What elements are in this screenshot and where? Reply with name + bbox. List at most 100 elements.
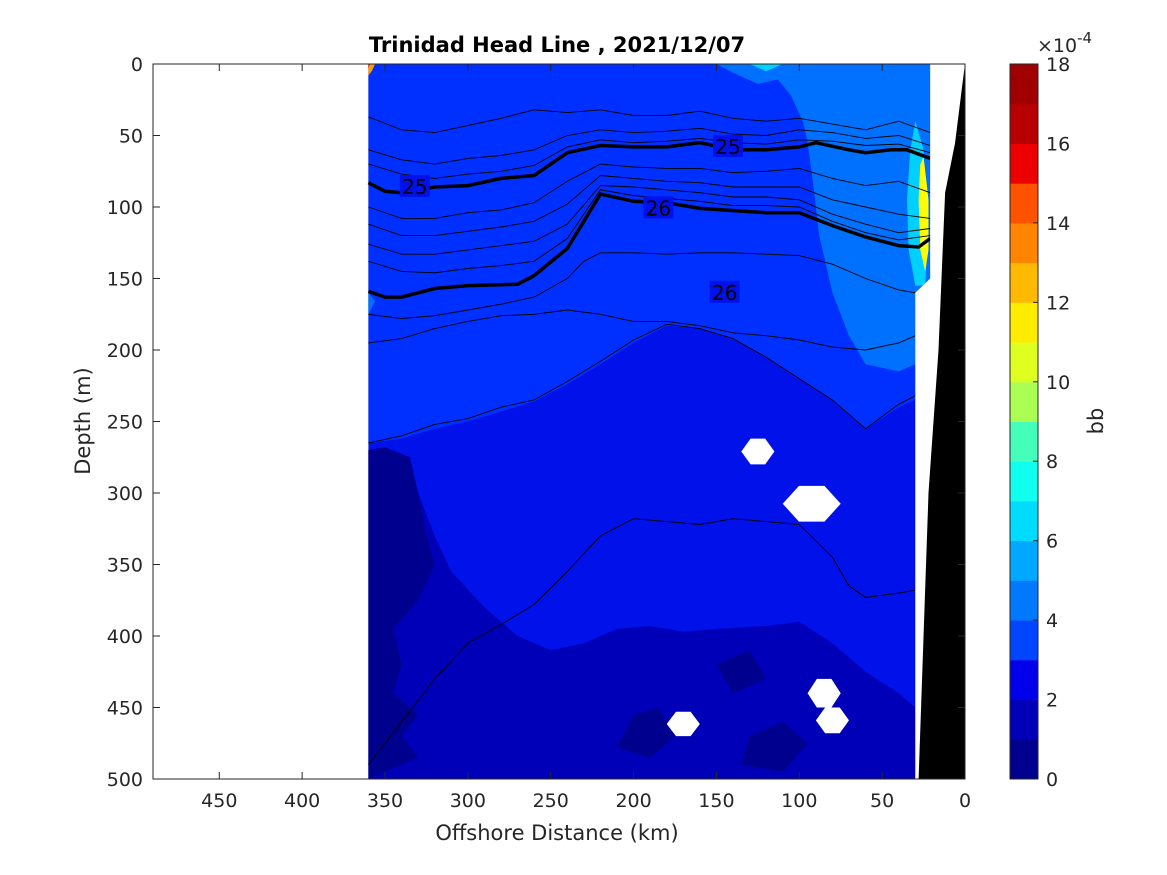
x-tick-label: 250: [533, 790, 569, 812]
y-tick-label: 500: [107, 769, 143, 791]
colorbar-segment: [1010, 222, 1038, 264]
field-surface-cyan: [749, 64, 783, 72]
colorbar-segment: [1010, 540, 1038, 581]
field-surface-orange: [368, 64, 376, 76]
x-tick-label: 150: [698, 790, 734, 812]
y-tick-label: 200: [107, 340, 143, 362]
x-tick-label: 50: [870, 790, 894, 812]
y-tick-label: 450: [107, 698, 143, 720]
isopycnal-thin: [368, 163, 931, 219]
x-axis: 450 400 350 300 250 200 150 100 50 0: [201, 64, 971, 812]
field-deep-patch-small: [716, 650, 767, 694]
x-tick-label: 300: [450, 790, 486, 812]
isopycnal-thin: [368, 309, 916, 351]
field-deep-patch-east: [741, 721, 808, 772]
colorbar-tick-label: 12: [1046, 292, 1070, 314]
bathymetry: [915, 64, 965, 779]
y-tick-label: 100: [107, 197, 143, 219]
y-tick-label: 50: [119, 126, 143, 148]
isopycnal-26: [367, 192, 932, 299]
isopycnal-thin: [368, 137, 931, 179]
chart-title: Trinidad Head Line , 2021/12/07: [369, 33, 745, 57]
colorbar-tick-label: 18: [1046, 54, 1070, 76]
colorbar-segment: [1010, 143, 1038, 184]
field-deep-patch-mid: [617, 707, 675, 758]
contour-label-bg: [399, 174, 430, 197]
colorbar-tick-label: 4: [1046, 610, 1058, 632]
isopycnal-thin: [368, 323, 916, 444]
colorbar-tick-label: 6: [1046, 531, 1058, 553]
colorbar-segment: [1010, 461, 1038, 502]
colorbar-segment: [1010, 699, 1038, 740]
colorbar-segment: [1010, 659, 1038, 701]
colorbar: 0 2 4 6 8 10 12 14 16 18: [1009, 54, 1070, 791]
bold-isopycnals: [367, 140, 932, 299]
y-tick-label: 250: [107, 412, 143, 434]
x-tick-label: 350: [367, 790, 403, 812]
colorbar-segment: [1010, 183, 1038, 224]
colorbar-segment: [1010, 500, 1038, 542]
thin-isopycnals: [368, 109, 931, 765]
land-mass: [918, 64, 965, 779]
x-tick-label: 200: [615, 790, 651, 812]
colorbar-tick-label: 2: [1046, 690, 1058, 712]
colorbar-tick-label: 0: [1046, 769, 1058, 791]
colorbar-segment: [1010, 620, 1038, 661]
masked-region: [807, 678, 841, 708]
masked-region: [666, 711, 700, 737]
colorbar-frame: [1009, 63, 1039, 780]
x-axis-label: Offshore Distance (km): [435, 821, 678, 845]
x-tick-label: 400: [284, 790, 320, 812]
isopycnal-thin: [368, 252, 916, 319]
contour-label-bg: [643, 196, 674, 219]
x-tick-label: 100: [781, 790, 817, 812]
colorbar-exponent-power: -4: [1077, 29, 1092, 47]
x-tick-label: 0: [959, 790, 971, 812]
plot-area: [153, 64, 965, 779]
masked-region: [782, 485, 841, 522]
colorbar-exponent-base: ×10: [1037, 35, 1077, 57]
colorbar-segment: [1010, 739, 1038, 780]
field-edge-light: [368, 292, 376, 315]
isopycnal-thin: [368, 127, 931, 165]
isopycnal-25: [367, 140, 931, 195]
colorbar-tick-label: 16: [1046, 133, 1070, 155]
colorbar-tick-label: 14: [1046, 213, 1070, 235]
contour-label: 25: [402, 175, 427, 199]
field-surface-red: [368, 64, 371, 69]
contour-label-bg: [713, 134, 744, 157]
isopycnal-thin: [368, 185, 931, 255]
masked-region: [815, 707, 849, 734]
y-tick-label: 350: [107, 555, 143, 577]
colorbar-segment: [1010, 381, 1038, 422]
y-tick-label: 300: [107, 483, 143, 505]
masked-region: [741, 438, 775, 465]
colorbar-segment: [1010, 302, 1038, 343]
masked-regions: [666, 438, 849, 737]
y-tick-label: 0: [131, 54, 143, 76]
field-nearshore-band: [749, 64, 919, 222]
colorbar-segment: [1010, 580, 1038, 621]
y-axis: 0 50 100 150 200 250 300 350 400 450 500: [107, 54, 965, 791]
y-tick-label: 150: [107, 269, 143, 291]
colorbar-segment: [1010, 421, 1038, 462]
colorbar-segment: [1010, 64, 1038, 105]
colorbar-label: bb: [1084, 408, 1108, 435]
field-deep-patch-west: [368, 447, 435, 779]
field-deep-layer: [368, 450, 916, 779]
contour-label: 25: [715, 135, 740, 159]
contour-label: 26: [712, 281, 737, 305]
colorbar-exponent: ×10-4: [1037, 29, 1092, 57]
isopycnal-thin: [368, 109, 931, 134]
x-tick-label: 450: [201, 790, 237, 812]
colorbar-segment: [1010, 103, 1038, 144]
isopycnal-thin: [368, 518, 916, 765]
contour-label-bg: [709, 280, 740, 303]
colorbar-tick-label: 10: [1046, 372, 1070, 394]
colorbar-segment: [1010, 262, 1038, 303]
contour-label: 26: [646, 196, 671, 220]
y-axis-label: Depth (m): [71, 367, 95, 474]
colorbar-tick-label: 8: [1046, 451, 1058, 473]
isopycnal-thin: [368, 175, 931, 237]
